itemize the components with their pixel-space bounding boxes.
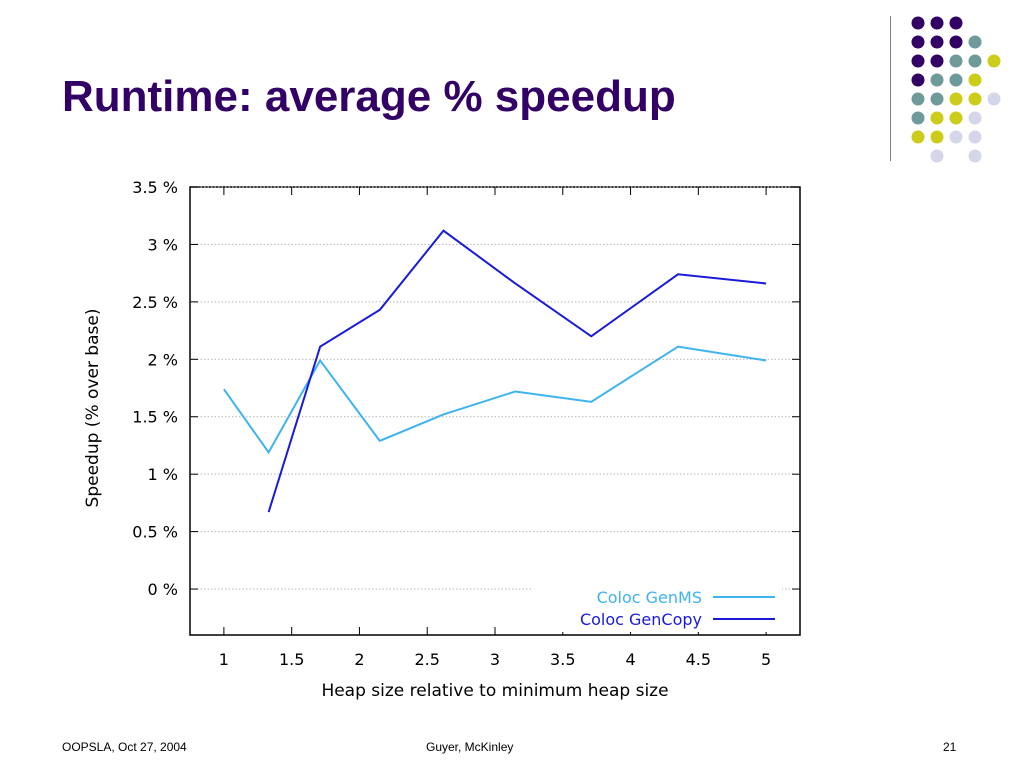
series-line-coloc-gencopy [267,229,767,513]
decor-dot [949,16,963,30]
x-tick-label: 4.5 [686,650,711,669]
decor-dot [968,92,982,106]
y-axis-label: Speedup (% over base) [83,309,103,508]
y-axis: 0 % 0.5 % 1 % 1.5 % 2 % 2.5 % 3 % 3.5 % [132,178,800,599]
decor-dot [911,73,925,87]
decor-dot [911,16,925,30]
decor-dot [968,149,982,163]
legend-label: Coloc GenCopy [580,610,702,629]
decor-dot [949,130,963,144]
x-tick-label: 1.5 [279,650,304,669]
slide-title: Runtime: average % speedup [62,72,676,121]
x-axis: 1 1.5 2 2.5 3 3.5 4 4.5 5 [219,187,771,669]
decor-dot [968,130,982,144]
decor-dot [930,73,944,87]
footer-authors: Guyer, McKinley [426,740,514,754]
decor-dot [987,54,1001,68]
decor-dot [949,111,963,125]
legend-label: Coloc GenMS [597,588,702,607]
decor-dot [930,149,944,163]
decor-dot [987,92,1001,106]
plot-area [189,186,801,636]
x-tick-label: 5 [761,650,771,669]
y-tick-label: 2.5 % [132,293,178,312]
decor-dot [911,35,925,49]
y-tick-label: 3.5 % [132,178,178,197]
y-tick-label: 0 % [148,580,178,599]
legend-box [532,576,782,632]
decorative-dot-grid [911,16,1001,163]
speedup-line-chart: 0 % 0.5 % 1 % 1.5 % 2 % 2.5 % 3 % 3.5 % 1 1.5 2 2.… [83,178,801,701]
y-tick-label: 2 % [148,350,178,369]
decor-dot [911,130,925,144]
x-tick-label: 2 [354,650,364,669]
decor-dot [911,92,925,106]
decor-dot [968,54,982,68]
y-tick-label: 3 % [148,235,178,254]
legend: Coloc GenMS Coloc GenCopy [532,576,782,632]
decor-dot [949,92,963,106]
decor-dot [968,35,982,49]
x-tick-label: 2.5 [414,650,439,669]
decor-dot [968,73,982,87]
slide-number: 21 [943,740,957,754]
title-divider [890,16,891,161]
decor-dot [930,92,944,106]
footer-venue: OOPSLA, Oct 27, 2004 [62,740,187,754]
x-tick-label: 3.5 [550,650,575,669]
decor-dot [930,111,944,125]
decor-dot [949,35,963,49]
decor-dot [930,35,944,49]
y-tick-label: 0.5 % [132,523,178,542]
decor-dot [930,16,944,30]
decor-dot [949,73,963,87]
series-line-coloc-genms [223,345,767,455]
decor-dot [949,54,963,68]
decor-dot [911,54,925,68]
decor-dot [930,54,944,68]
y-tick-label: 1 % [148,465,178,484]
decor-dot [968,111,982,125]
x-tick-label: 4 [625,650,635,669]
series-lines [223,229,767,513]
x-axis-label: Heap size relative to minimum heap size [321,681,668,701]
decor-dot [930,130,944,144]
x-tick-label: 1 [219,650,229,669]
decor-dot [911,111,925,125]
y-tick-label: 1.5 % [132,408,178,427]
x-tick-label: 3 [490,650,500,669]
